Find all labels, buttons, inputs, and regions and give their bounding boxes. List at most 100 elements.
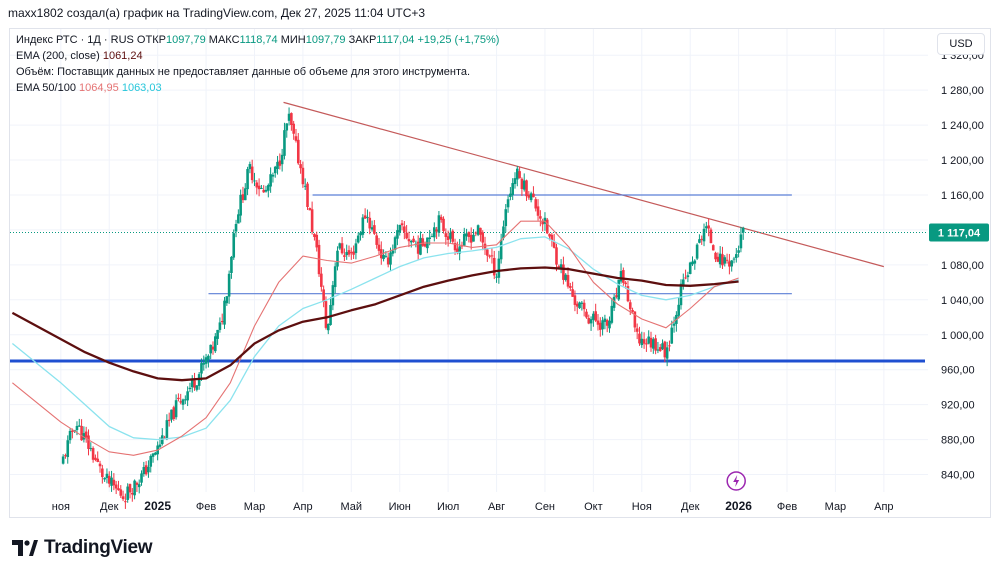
candle-body bbox=[326, 323, 330, 331]
candle-body bbox=[714, 252, 717, 260]
candle-body bbox=[419, 237, 422, 255]
candle-body bbox=[61, 456, 65, 464]
candle-body bbox=[469, 234, 473, 243]
candle-body bbox=[343, 255, 346, 257]
candle-body bbox=[555, 247, 558, 265]
candle-body bbox=[603, 318, 607, 322]
candle-body bbox=[585, 311, 588, 318]
candle-body bbox=[668, 345, 671, 347]
candle-body bbox=[237, 214, 240, 224]
candle-body bbox=[213, 336, 217, 352]
candle-body bbox=[737, 250, 740, 253]
x-tick-label: Дек bbox=[681, 501, 700, 513]
candle-body bbox=[250, 166, 254, 181]
candle-body bbox=[331, 285, 335, 306]
candle-body bbox=[421, 238, 425, 246]
chart-frame bbox=[9, 28, 991, 518]
candle-body bbox=[324, 301, 328, 328]
legend-high-label: МАКС bbox=[208, 34, 240, 46]
candle-body bbox=[465, 233, 468, 237]
candle-body bbox=[87, 435, 90, 449]
event-lightning-icon[interactable] bbox=[726, 471, 746, 491]
legend-ema200-row[interactable]: EMA (200, close) 1061,24 bbox=[16, 48, 499, 64]
candle-body bbox=[391, 250, 395, 254]
candle-body bbox=[474, 232, 478, 234]
y-tick-label: 1 240,00 bbox=[941, 120, 984, 132]
candle-body bbox=[449, 232, 452, 239]
candle-body bbox=[403, 226, 406, 233]
candle-body bbox=[605, 319, 609, 326]
candle-body bbox=[225, 296, 229, 304]
legend-close-value: 1117,04 bbox=[376, 34, 415, 46]
candle-body bbox=[548, 234, 551, 237]
candle-body bbox=[267, 185, 270, 191]
candle-body bbox=[407, 239, 411, 242]
candle-body bbox=[550, 234, 554, 241]
candle-body bbox=[587, 318, 591, 324]
candle-body bbox=[718, 253, 722, 265]
candle-body bbox=[234, 224, 238, 232]
candle-body bbox=[658, 347, 662, 352]
candle-body bbox=[681, 279, 685, 286]
candle-body bbox=[479, 227, 482, 235]
candle-body bbox=[428, 237, 431, 240]
candle-body bbox=[64, 455, 67, 457]
chart-author-caption: maxx1802 создал(а) график на TradingView… bbox=[8, 6, 426, 20]
candle-body bbox=[626, 286, 630, 302]
candle-body bbox=[158, 444, 162, 447]
candle-body bbox=[638, 333, 641, 344]
candle-body bbox=[200, 363, 203, 374]
candle-body bbox=[246, 169, 249, 190]
candle-body bbox=[435, 229, 438, 232]
candle-body bbox=[170, 409, 173, 420]
candle-body bbox=[338, 243, 342, 249]
tradingview-logo-icon bbox=[12, 540, 38, 556]
legend-ema50-value: 1064,95 bbox=[79, 82, 119, 94]
legend-low-label: МИН bbox=[280, 34, 306, 46]
tradingview-logo[interactable]: TradingView bbox=[12, 537, 153, 559]
candle-body bbox=[133, 480, 136, 496]
candle-body bbox=[361, 217, 365, 235]
candle-body bbox=[220, 320, 224, 323]
candle-body bbox=[608, 320, 611, 329]
candle-body bbox=[77, 425, 81, 427]
candle-body bbox=[230, 256, 233, 274]
candle-body bbox=[741, 227, 745, 233]
candle-body bbox=[135, 482, 139, 485]
candle-body bbox=[354, 243, 358, 254]
candle-body bbox=[504, 209, 508, 227]
candle-body bbox=[177, 397, 180, 400]
candle-body bbox=[412, 238, 415, 243]
legend-symbol[interactable]: Индекс РТС · 1Д · RUS bbox=[16, 34, 134, 46]
candle-body bbox=[451, 230, 455, 242]
currency-button[interactable]: USD bbox=[937, 33, 985, 55]
candle-body bbox=[248, 164, 252, 170]
candle-body bbox=[75, 425, 79, 430]
candle-body bbox=[617, 279, 621, 300]
candle-body bbox=[195, 385, 199, 390]
candle-body bbox=[188, 387, 192, 390]
candle-body bbox=[594, 311, 597, 321]
candle-body bbox=[306, 183, 309, 208]
candle-body bbox=[107, 475, 111, 484]
candle-body bbox=[356, 235, 360, 243]
candle-body bbox=[527, 194, 531, 198]
candle-body bbox=[456, 248, 459, 253]
candle-body bbox=[154, 452, 157, 455]
candle-body bbox=[280, 154, 284, 165]
legend-ema-50-100-row[interactable]: EMA 50/100 1064,95 1063,03 bbox=[16, 80, 499, 96]
candle-body bbox=[227, 273, 231, 297]
candle-body bbox=[532, 193, 535, 198]
candle-body bbox=[400, 223, 404, 226]
candle-body bbox=[66, 440, 70, 458]
candle-body bbox=[569, 286, 572, 288]
candle-body bbox=[423, 243, 427, 247]
candle-body bbox=[437, 215, 441, 233]
candle-body bbox=[310, 209, 314, 232]
candle-body bbox=[467, 232, 471, 237]
legend-change-value: +19,25 (+1,75%) bbox=[417, 34, 500, 46]
candle-body bbox=[596, 320, 600, 325]
candle-body bbox=[124, 501, 127, 503]
candle-body bbox=[601, 320, 604, 330]
